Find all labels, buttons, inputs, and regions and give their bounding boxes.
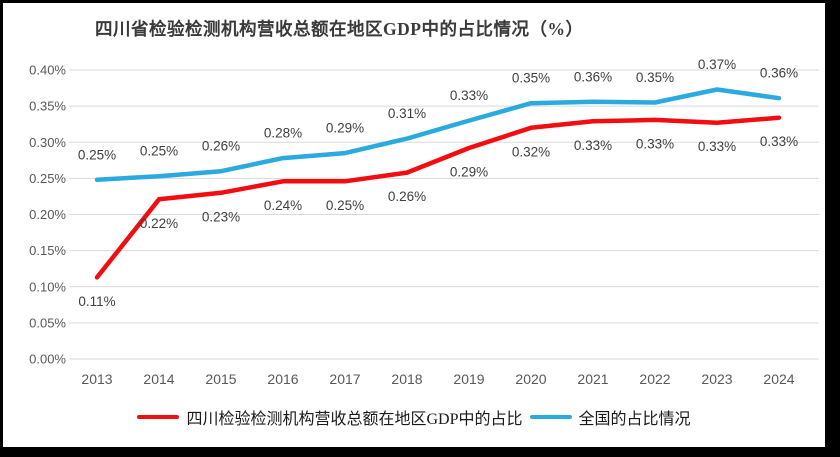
y-tick-label: 0.40% — [29, 63, 66, 78]
data-label: 0.26% — [202, 139, 240, 154]
data-label: 0.33% — [450, 88, 488, 103]
data-label: 0.25% — [140, 144, 178, 159]
data-label: 0.33% — [698, 139, 736, 154]
data-label: 0.36% — [760, 66, 798, 81]
chart-plot: 0.00% 0.05% 0.10% 0.15% 0.20% 0.25% 0.30% 0.35%… — [29, 57, 819, 387]
legend-label-sichuan: 四川检验检测机构营收总额在地区GDP中的占比 — [186, 411, 523, 428]
data-label: 0.22% — [140, 216, 178, 231]
legend-item-national: 全国的占比情况 — [529, 405, 691, 429]
data-label: 0.29% — [326, 121, 364, 136]
legend-line-swatch-red — [137, 415, 180, 419]
x-tick-label: 2018 — [391, 371, 422, 387]
y-tick-label: 0.25% — [29, 171, 66, 186]
chart-canvas: 四川省检验检测机构营收总额在地区GDP中的占比情况（%） 0.00% 0.05% 0… — [3, 3, 825, 447]
x-tick-label: 2022 — [639, 371, 670, 387]
data-label: 0.35% — [512, 71, 550, 86]
data-label: 0.32% — [512, 144, 550, 159]
data-label: 0.37% — [698, 57, 736, 72]
x-tick-label: 2023 — [701, 371, 732, 387]
data-label: 0.28% — [264, 126, 302, 141]
x-tick-label: 2017 — [329, 371, 360, 387]
data-label: 0.25% — [78, 147, 116, 162]
legend-line-swatch-blue — [529, 415, 572, 419]
data-label: 0.26% — [388, 189, 426, 204]
x-tick-label: 2013 — [81, 371, 112, 387]
y-tick-label: 0.10% — [29, 279, 66, 294]
data-label: 0.35% — [636, 70, 674, 85]
data-label: 0.33% — [574, 138, 612, 153]
data-label: 0.25% — [326, 198, 364, 213]
y-axis-labels: 0.00% 0.05% 0.10% 0.15% 0.20% 0.25% 0.30% 0.35%… — [29, 63, 66, 367]
data-label: 0.23% — [202, 209, 240, 224]
gridlines — [69, 69, 819, 360]
y-tick-label: 0.35% — [29, 99, 66, 114]
data-label: 0.33% — [636, 136, 674, 151]
data-label: 0.36% — [574, 69, 612, 84]
x-tick-label: 2024 — [763, 371, 794, 387]
data-label: 0.29% — [450, 165, 488, 180]
series-data-labels-1: 0.25% 0.25% 0.26% 0.28% 0.29% 0.31% 0.33% 0.35%… — [78, 57, 798, 162]
x-tick-label: 2015 — [205, 371, 236, 387]
legend-item-sichuan: 四川检验检测机构营收总额在地区GDP中的占比 — [137, 405, 523, 429]
legend-label-national: 全国的占比情况 — [578, 411, 691, 428]
data-label: 0.11% — [78, 294, 115, 309]
data-label: 0.33% — [760, 134, 798, 149]
series-line-1 — [94, 87, 782, 183]
y-tick-label: 0.20% — [29, 207, 66, 222]
chart-title: 四川省检验检测机构营收总额在地区GDP中的占比情况（%） — [95, 19, 584, 39]
x-tick-label: 2016 — [267, 371, 298, 387]
data-label: 0.24% — [264, 198, 302, 213]
data-label: 0.31% — [388, 106, 426, 121]
series-data-labels-0: 0.11% 0.22% 0.23% 0.24% 0.25% 0.26% 0.29% 0.32%… — [78, 134, 798, 309]
x-tick-label: 2020 — [515, 371, 546, 387]
x-tick-label: 2019 — [453, 371, 484, 387]
series-line-0 — [94, 115, 782, 280]
chart-legend: 四川检验检测机构营收总额在地区GDP中的占比 全国的占比情况 — [3, 405, 825, 429]
y-tick-label: 0.30% — [29, 135, 66, 150]
x-tick-label: 2014 — [143, 371, 174, 387]
y-tick-label: 0.00% — [29, 352, 66, 367]
y-tick-label: 0.15% — [29, 243, 66, 258]
x-tick-label: 2021 — [577, 371, 608, 387]
x-axis-labels: 2013 2014 2015 2016 2017 2018 2019 2020 2021 2022… — [81, 371, 794, 387]
y-tick-label: 0.05% — [29, 315, 66, 330]
